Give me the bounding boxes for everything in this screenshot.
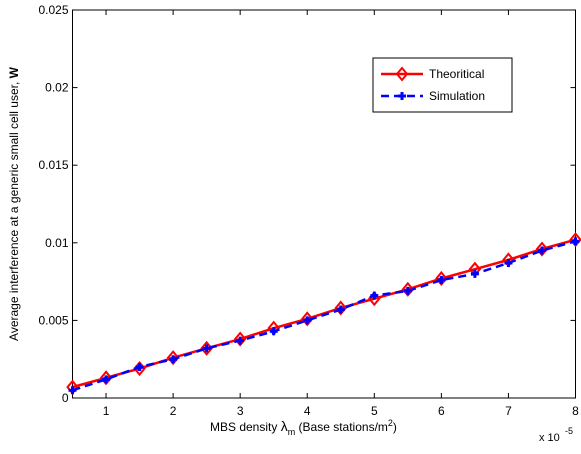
x-tick-label: 8 — [572, 404, 579, 418]
y-tick-label: 0.025 — [38, 3, 68, 17]
legend-label: Simulation — [429, 89, 485, 103]
x-axis-label-text: (Base stations/m — [295, 420, 388, 434]
series-line — [72, 238, 576, 389]
y-tick-label: 0 — [62, 391, 69, 405]
x-tick-label: 6 — [438, 404, 445, 418]
y-tick-label: 0.02 — [45, 81, 69, 95]
x-axis-label: MBS density λm (Base stations/m2) — [210, 418, 397, 437]
marker-diamond — [334, 300, 348, 316]
marker-diamond — [569, 232, 581, 248]
x-tick-label: 2 — [170, 404, 177, 418]
x-tick-label: 7 — [505, 404, 512, 418]
y-axis-label-text: Average interference at a generic small … — [7, 78, 21, 341]
marker-plus — [537, 246, 546, 255]
marker-diamond — [99, 370, 113, 386]
marker-plus — [269, 327, 278, 336]
x-axis-label-sup: 2 — [388, 418, 393, 428]
marker-diamond — [401, 281, 415, 297]
y-axis-label: Average interference at a generic small … — [7, 66, 21, 341]
marker-plus — [102, 375, 111, 384]
legend-marker — [395, 66, 409, 82]
x-tick-label: 3 — [237, 404, 244, 418]
marker-plus — [236, 336, 245, 345]
marker-diamond — [535, 241, 549, 257]
legend-marker — [398, 92, 406, 100]
x-tick-label: 5 — [371, 404, 378, 418]
x-axis-label-text: MBS density — [210, 420, 281, 434]
x-exponent: x 10 — [539, 432, 560, 444]
marker-plus — [68, 386, 77, 395]
y-axis-label-bold: W — [7, 66, 21, 78]
marker-plus — [202, 344, 211, 353]
marker-diamond — [233, 331, 247, 347]
marker-plus — [135, 362, 144, 371]
x-axis-label-sub: m — [288, 427, 296, 437]
marker-plus — [303, 316, 312, 325]
x-tick-label: 4 — [304, 404, 311, 418]
x-tick-label: 1 — [103, 404, 110, 418]
marker-plus — [504, 258, 513, 267]
marker-plus — [370, 291, 379, 300]
marker-plus — [336, 305, 345, 314]
marker-diamond — [300, 311, 314, 327]
y-tick-label: 0.005 — [38, 313, 68, 327]
marker-plus — [470, 269, 479, 278]
x-exponent-power: -5 — [565, 426, 573, 436]
marker-plus — [437, 276, 446, 285]
legend-box — [372, 57, 513, 113]
x-axis-label-symbol: λ — [281, 418, 288, 434]
legend-label: Theoritical — [429, 67, 484, 81]
marker-plus — [571, 237, 580, 246]
marker-plus — [169, 355, 178, 364]
y-tick-label: 0.015 — [38, 158, 68, 172]
marker-diamond — [166, 350, 180, 366]
marker-diamond — [435, 270, 448, 287]
x-axis-label-text: ) — [393, 420, 397, 434]
marker-plus — [403, 286, 412, 295]
y-tick-label: 0.01 — [45, 236, 69, 250]
series-line — [72, 240, 576, 392]
